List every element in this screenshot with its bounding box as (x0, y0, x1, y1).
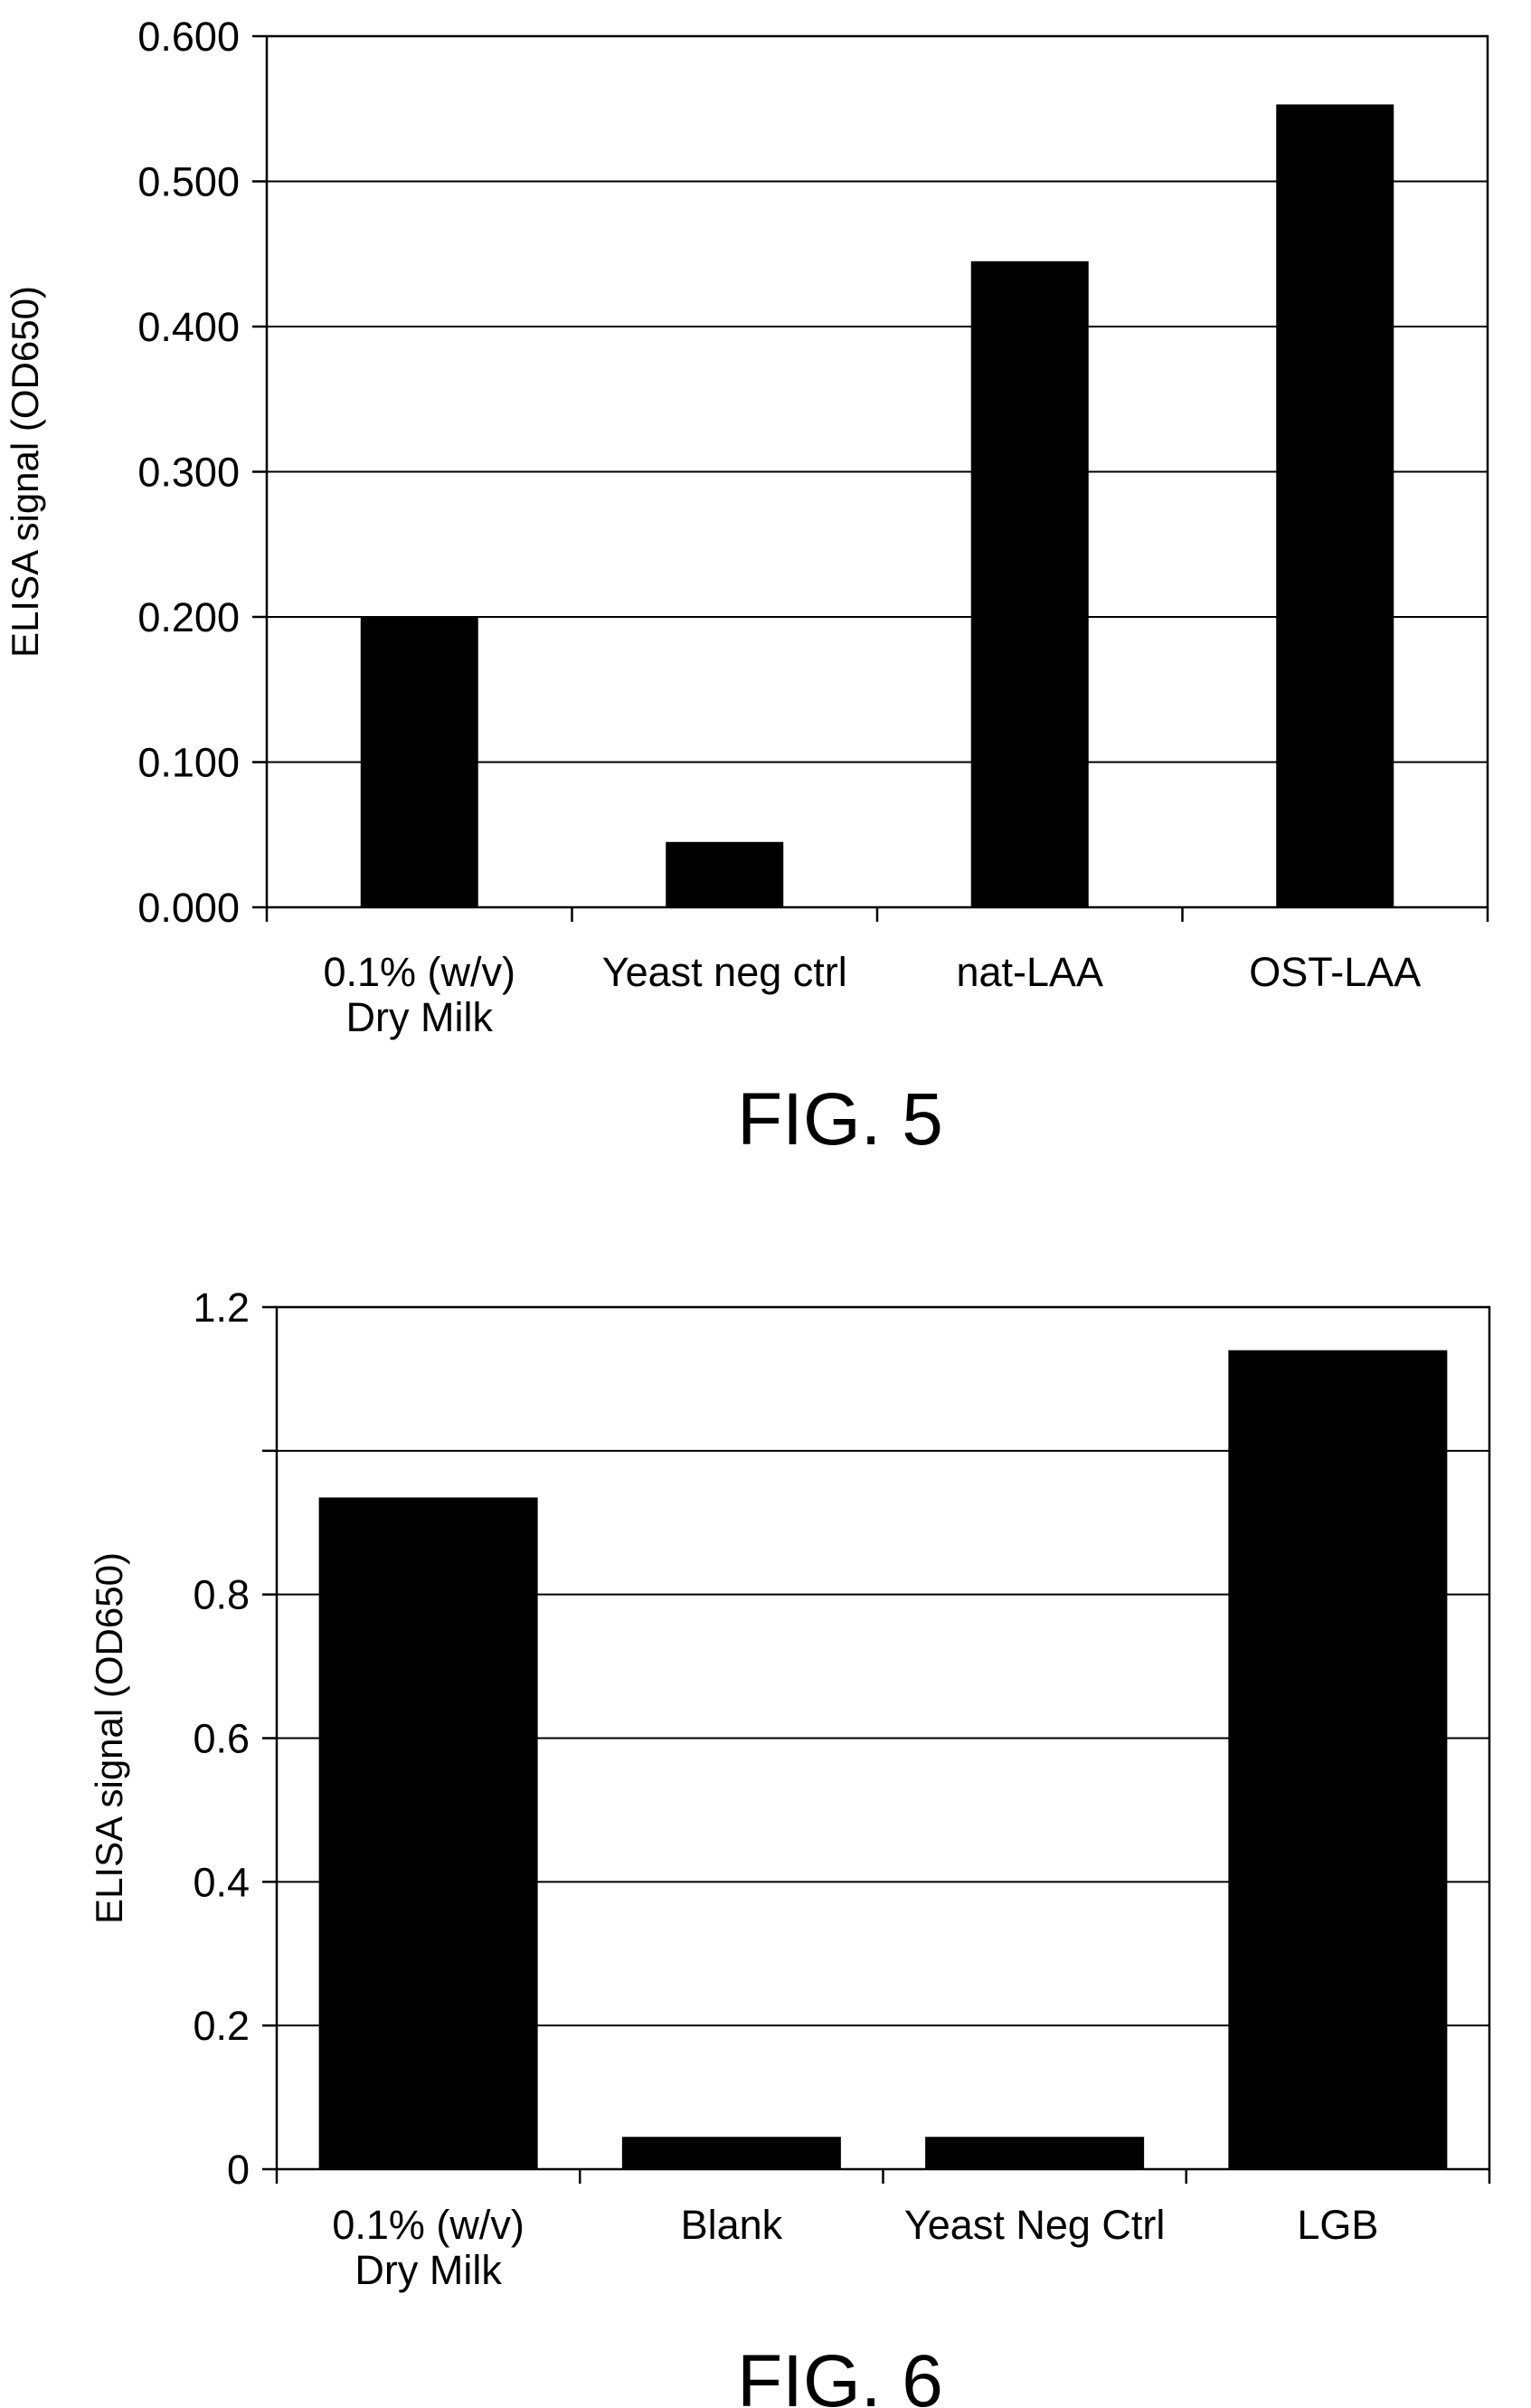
fig5-category-label-1: 0.1% (w/v) Dry Milk (323, 949, 515, 1040)
fig5-category-label-2: Yeast neg ctrl (602, 949, 847, 995)
fig5-ytick-label: 0.500 (137, 159, 240, 205)
fig5-category-label-line: 0.1% (w/v) (323, 949, 515, 995)
fig6-category-label-4: LGB (1297, 2202, 1378, 2248)
fig5-ytick-label: 0.300 (137, 450, 240, 496)
fig5-ytick-label: 0.400 (137, 304, 240, 350)
fig5-category-label-line: OST-LAA (1249, 949, 1421, 995)
fig6-ytick-label: 0.4 (193, 1859, 250, 1905)
fig5-category-label-3: nat-LAA (956, 949, 1103, 995)
fig5-ytick-label: 0.200 (137, 594, 240, 640)
fig5-bar-2 (666, 841, 784, 907)
fig5-y-axis-label: ELISA signal (OD650) (4, 286, 46, 658)
fig5-bar-4 (1276, 104, 1394, 907)
fig6-ytick-label: 0 (227, 2147, 250, 2193)
fig6-ytick-label: 0.6 (193, 1716, 250, 1762)
fig6-bar-2 (621, 2137, 841, 2169)
fig6-ytick-label: 1.2 (193, 1285, 250, 1331)
fig6-category-label-1: 0.1% (w/v) Dry Milk (332, 2202, 525, 2293)
fig6-category-label-2: Blank (681, 2202, 783, 2248)
fig5-ytick-label: 0.000 (137, 885, 240, 931)
fig6-category-label-line: LGB (1297, 2202, 1378, 2248)
fig6-category-label-line: 0.1% (w/v) (332, 2202, 525, 2248)
fig6-chart: 0 0.2 0.4 0.6 0.8 1.2 0.1% (w/v) Dry Milk Blank Y… (88, 1285, 1491, 2408)
fig6-ytick-label: 0.8 (193, 1572, 250, 1618)
fig5-ytick-label: 0.100 (137, 740, 240, 786)
fig6-figure-label: FIG. 6 (737, 2340, 943, 2408)
fig6-bar-3 (925, 2137, 1145, 2169)
fig6-bar-1 (318, 1497, 538, 2169)
fig5-chart: 0.000 0.100 0.200 0.300 0.400 0.500 0.600 0.1% … (4, 14, 1489, 1161)
fig6-category-label-3: Yeast Neg Ctrl (904, 2202, 1165, 2248)
fig5-category-label-line: Yeast neg ctrl (602, 949, 847, 995)
fig6-ytick-label: 0.2 (193, 2003, 250, 2049)
fig5-bar-3 (970, 261, 1089, 907)
fig5-figure-label: FIG. 5 (737, 1078, 943, 1161)
fig6-category-label-line: Yeast Neg Ctrl (904, 2202, 1165, 2248)
fig5-category-label-line: nat-LAA (956, 949, 1103, 995)
fig6-bar-4 (1228, 1350, 1448, 2169)
fig5-category-label-line: Dry Milk (346, 994, 494, 1040)
fig5-ytick-label: 0.600 (137, 14, 240, 60)
fig6-category-label-line: Dry Milk (354, 2247, 502, 2293)
fig6-y-axis-label: ELISA signal (OD650) (88, 1552, 130, 1924)
fig6-category-label-line: Blank (681, 2202, 783, 2248)
fig5-bar-1 (360, 617, 478, 907)
fig5-category-label-4: OST-LAA (1249, 949, 1421, 995)
